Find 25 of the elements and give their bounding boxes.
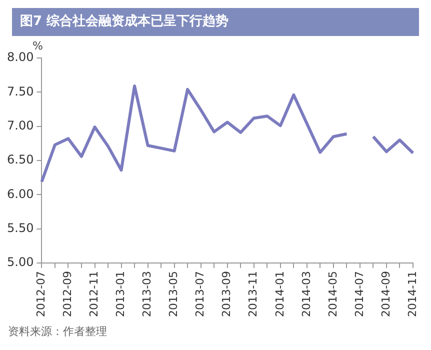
x-tick-label: 2014-09	[379, 271, 392, 318]
x-tick-label: 2012-09	[61, 271, 74, 318]
x-tick-label: 2014-05	[326, 271, 340, 318]
x-tick-label: 2013-07	[194, 271, 207, 318]
x-tick-label: 2014-11	[406, 271, 419, 318]
x-tick-label: 2013-03	[140, 271, 154, 318]
chart-title: 图7 综合社会融资成本已呈下行趋势	[12, 8, 419, 36]
x-tick-label: 2013-11	[246, 271, 260, 318]
y-tick-label: 8.00	[7, 50, 34, 64]
y-tick-label: 6.00	[7, 186, 34, 201]
x-tick-label: 2013-09	[220, 271, 234, 318]
y-tick-label: 6.50	[7, 152, 34, 167]
y-tick-label: 5.00	[7, 255, 34, 270]
x-tick-label: 2014-01	[273, 271, 286, 318]
y-axis-title: %	[32, 39, 43, 52]
x-tick-label: 2014-03	[300, 271, 313, 318]
text: 资料来源：作者整理	[8, 324, 107, 339]
x-tick-label: 2013-01	[114, 271, 128, 318]
x-tick-label: 2013-05	[167, 271, 180, 318]
y-tick-label: 7.50	[7, 84, 34, 98]
x-tick-label: 2012-11	[88, 271, 101, 318]
y-tick-label: 7.00	[7, 118, 34, 132]
x-tick-label: 2014-07	[352, 271, 366, 318]
x-tick-label: 2012-07	[34, 271, 48, 318]
y-tick-label: 5.50	[7, 220, 34, 235]
